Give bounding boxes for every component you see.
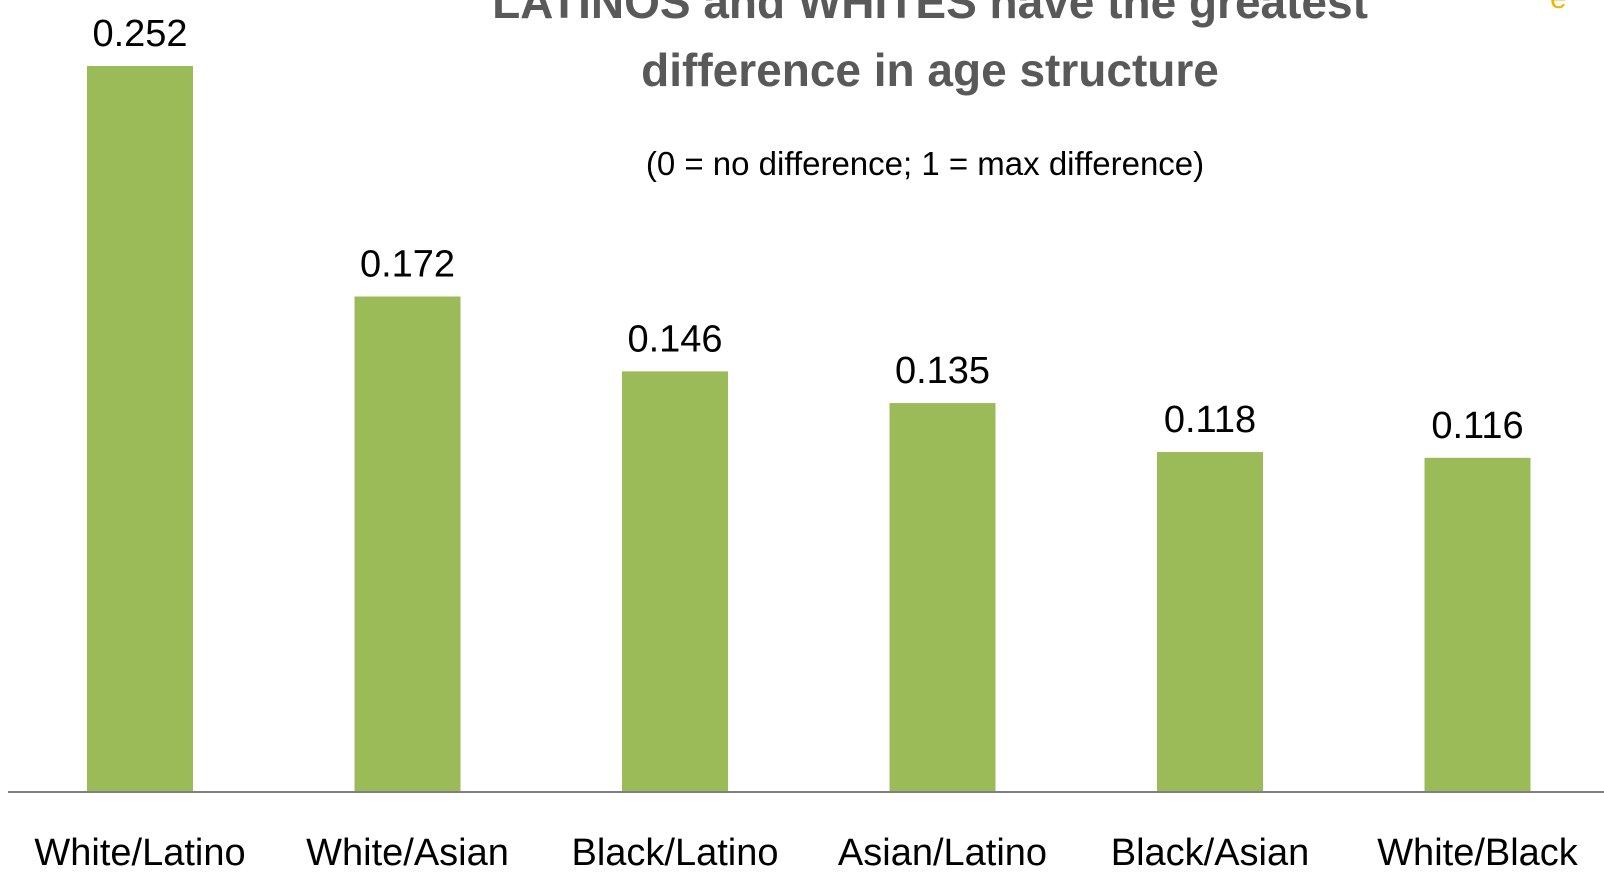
- bar-3: [889, 403, 996, 792]
- bars-group: [87, 66, 1531, 792]
- bar-5: [1424, 457, 1531, 792]
- category-label-5: White/Black: [1377, 832, 1579, 874]
- value-label-1: 0.172: [360, 243, 455, 285]
- category-label-2: Black/Latino: [571, 832, 778, 874]
- value-label-5: 0.116: [1431, 405, 1523, 447]
- value-label-0: 0.252: [92, 13, 187, 55]
- value-label-2: 0.146: [627, 318, 722, 360]
- category-label-0: White/Latino: [34, 832, 245, 874]
- category-label-3: Asian/Latino: [838, 832, 1047, 874]
- category-label-1: White/Asian: [306, 832, 509, 874]
- chart-title-line-2: difference in age structure: [641, 44, 1219, 96]
- chart-subtitle: (0 = no difference; 1 = max difference): [646, 145, 1204, 182]
- bar-4: [1157, 452, 1263, 792]
- value-labels-group: 0.252 0.172 0.146 0.135 0.118 0.116: [92, 13, 1523, 447]
- value-label-4: 0.118: [1164, 399, 1256, 441]
- chart-title-line-1: LATINOS and WHITES have the greatest: [492, 0, 1368, 28]
- bar-0: [87, 66, 193, 792]
- bar-2: [622, 371, 728, 792]
- value-label-3: 0.135: [895, 350, 990, 392]
- category-labels-group: White/Latino White/Asian Black/Latino Asian…: [34, 832, 1578, 874]
- bar-1: [354, 296, 461, 792]
- category-label-4: Black/Asian: [1111, 832, 1310, 874]
- corner-logo-fragment: e: [1550, 0, 1567, 15]
